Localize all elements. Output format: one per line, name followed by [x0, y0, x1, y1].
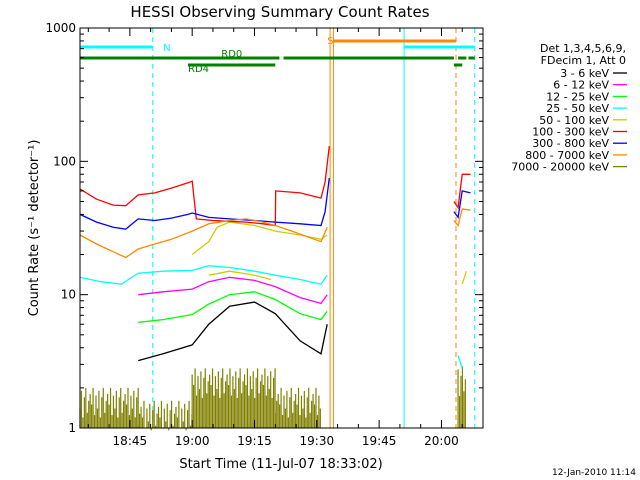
- legend: Det 1,3,4,5,6,9, FDecim 1, Att 0 3 - 6 k…: [511, 42, 627, 174]
- series-12-25-kev-segment-0: [138, 291, 328, 323]
- x-tick-label-0: 18:45: [113, 434, 148, 448]
- series-7000-20000-kev-noise: [79, 366, 466, 431]
- y-tick-label-0: 1: [68, 421, 76, 435]
- y-tick-label-2: 100: [53, 154, 76, 168]
- x-tick-label-4: 19:45: [362, 434, 397, 448]
- footer-timestamp: 12-Jan-2010 11:14: [552, 468, 636, 478]
- series-50-100-kev-segment-0: [191, 221, 328, 256]
- x-tick-label-1: 19:00: [175, 434, 210, 448]
- series-3-6-kev-segment-0: [138, 301, 328, 362]
- legend-label-25-50-kev: 25 - 50 keV: [546, 102, 609, 115]
- axes: 18:45 19:00 19:15 19:30 19:45 20:00 1 10 100 1000: [45, 21, 484, 448]
- x-tick-label-5: 20:00: [424, 434, 459, 448]
- y-axis-label: Count Rate (s⁻¹ detector⁻¹): [27, 140, 42, 317]
- plot-frame: [79, 27, 484, 429]
- series-300-800-kev-segment-1: [453, 190, 471, 220]
- legend-label-12-25-kev: 12 - 25 keV: [546, 90, 609, 103]
- legend-label-7000-20000-kev: 7000 - 20000 keV: [511, 161, 609, 174]
- legend-label-6-12-kev: 6 - 12 keV: [553, 79, 609, 92]
- series-50-100-kev-segment-2: [461, 270, 468, 285]
- x-tick-label-2: 19:15: [237, 434, 272, 448]
- y-tick-label-1: 10: [61, 288, 76, 302]
- series-50-100-kev-segment-1: [208, 270, 272, 281]
- mode-band-label-n: N: [163, 43, 170, 54]
- legend-label-3-6-kev: 3 - 6 keV: [560, 67, 609, 80]
- legend-header-line-1: Det 1,3,4,5,6,9,: [540, 42, 626, 55]
- plot-area: N S RD0 RD4: [79, 28, 476, 431]
- legend-header-line-2: FDecim 1, Att 0: [541, 54, 626, 67]
- series-100-300-kev-segment-1: [453, 173, 471, 210]
- y-tick-label-3: 1000: [45, 21, 76, 35]
- x-axis-label: Start Time (11-Jul-07 18:33:02): [179, 457, 382, 472]
- mode-band-label-rd0: RD0: [221, 49, 242, 60]
- chart-title: HESSI Observing Summary Count Rates: [130, 3, 429, 21]
- series-800-7000-kev-segment-1: [453, 208, 471, 227]
- series-100-300-kev-segment-0: [79, 146, 330, 227]
- mode-band-label-rd4: RD4: [188, 64, 209, 75]
- legend-label-100-300-kev: 100 - 300 keV: [532, 126, 609, 139]
- series-6-12-kev-segment-0: [138, 276, 328, 305]
- series-25-50-kev-segment-1: [457, 355, 463, 369]
- series-25-50-kev-segment-0: [79, 265, 328, 285]
- mode-band-label-s: S: [327, 36, 333, 47]
- series-800-7000-kev-segment-0: [79, 218, 328, 259]
- legend-label-50-100-kev: 50 - 100 keV: [539, 114, 609, 127]
- legend-label-300-800-kev: 300 - 800 keV: [532, 137, 609, 150]
- legend-label-800-7000-kev: 800 - 7000 keV: [525, 149, 609, 162]
- x-tick-label-3: 19:30: [300, 434, 335, 448]
- series-300-800-kev-segment-0: [79, 177, 330, 230]
